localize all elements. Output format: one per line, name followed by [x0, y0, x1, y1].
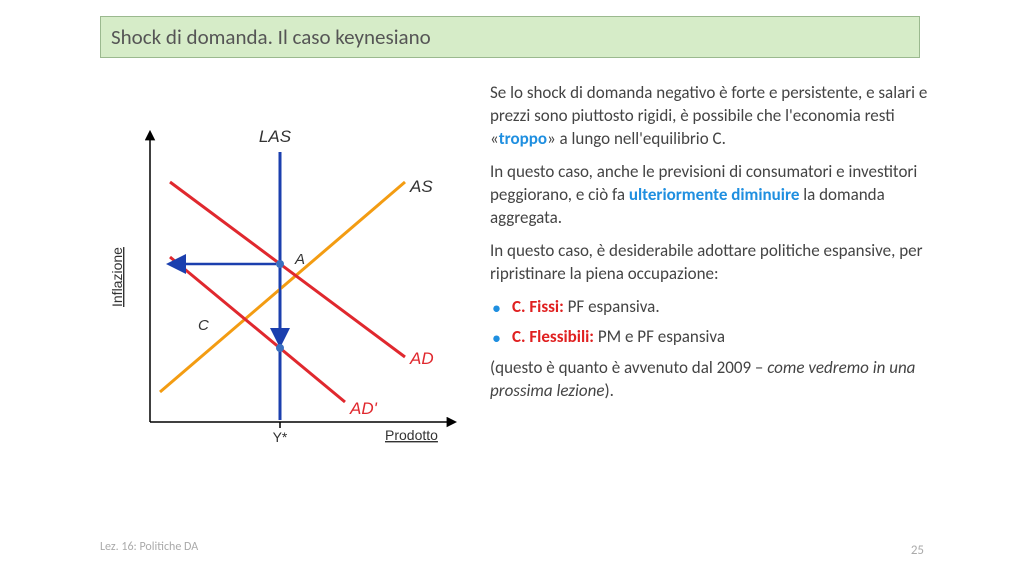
- bullet1-label: C. Fissi:: [512, 296, 564, 317]
- svg-text:AD: AD: [409, 349, 434, 368]
- bullet-2: C. Flessibili: PM e PF espansiva: [508, 326, 940, 349]
- footer-lecture: Lez. 16: Politiche DA: [100, 540, 198, 554]
- bullet-1: C. Fissi: PF espansiva.: [508, 296, 940, 319]
- svg-text:LAS: LAS: [259, 127, 292, 146]
- svg-text:Prodotto: Prodotto: [385, 427, 438, 443]
- svg-text:Inflazione: Inflazione: [109, 247, 125, 307]
- bullet2-text: PM e PF espansiva: [594, 326, 725, 347]
- para4a: (questo è quanto è avvenuto dal 2009 –: [490, 357, 767, 378]
- bullet-list: C. Fissi: PF espansiva. C. Flessibili: P…: [490, 296, 940, 350]
- para-3: In questo caso, è desiderabile adottare …: [490, 240, 940, 286]
- para2b-emph: ulteriormente diminuire: [629, 184, 800, 205]
- text-column: Se lo shock di domanda negativo è forte …: [490, 82, 940, 413]
- para4c: ).: [604, 380, 613, 401]
- slide-title-bar: Shock di domanda. Il caso keynesiano: [100, 16, 920, 58]
- page-number: 25: [911, 543, 924, 558]
- svg-text:AD': AD': [349, 399, 378, 418]
- econ-chart: Inflazione Prodotto LAS AS AD AD' A C Y*: [100, 122, 475, 452]
- bullet1-text: PF espansiva.: [564, 296, 660, 317]
- bullet2-label: C. Flessibili:: [512, 326, 594, 347]
- para1c: » a lungo nell'equilibrio C.: [547, 128, 726, 149]
- svg-text:Y*: Y*: [273, 429, 288, 445]
- para-1: Se lo shock di domanda negativo è forte …: [490, 82, 940, 151]
- para-4: (questo è quanto è avvenuto dal 2009 – c…: [490, 357, 940, 403]
- chart-svg: Inflazione Prodotto LAS AS AD AD' A C Y*: [100, 122, 475, 452]
- slide-title: Shock di domanda. Il caso keynesiano: [111, 24, 431, 50]
- para1b-emph: troppo: [499, 128, 547, 149]
- svg-text:C: C: [198, 317, 209, 334]
- svg-text:AS: AS: [409, 177, 433, 196]
- svg-text:A: A: [294, 251, 305, 268]
- para-2: In questo caso, anche le previsioni di c…: [490, 161, 940, 230]
